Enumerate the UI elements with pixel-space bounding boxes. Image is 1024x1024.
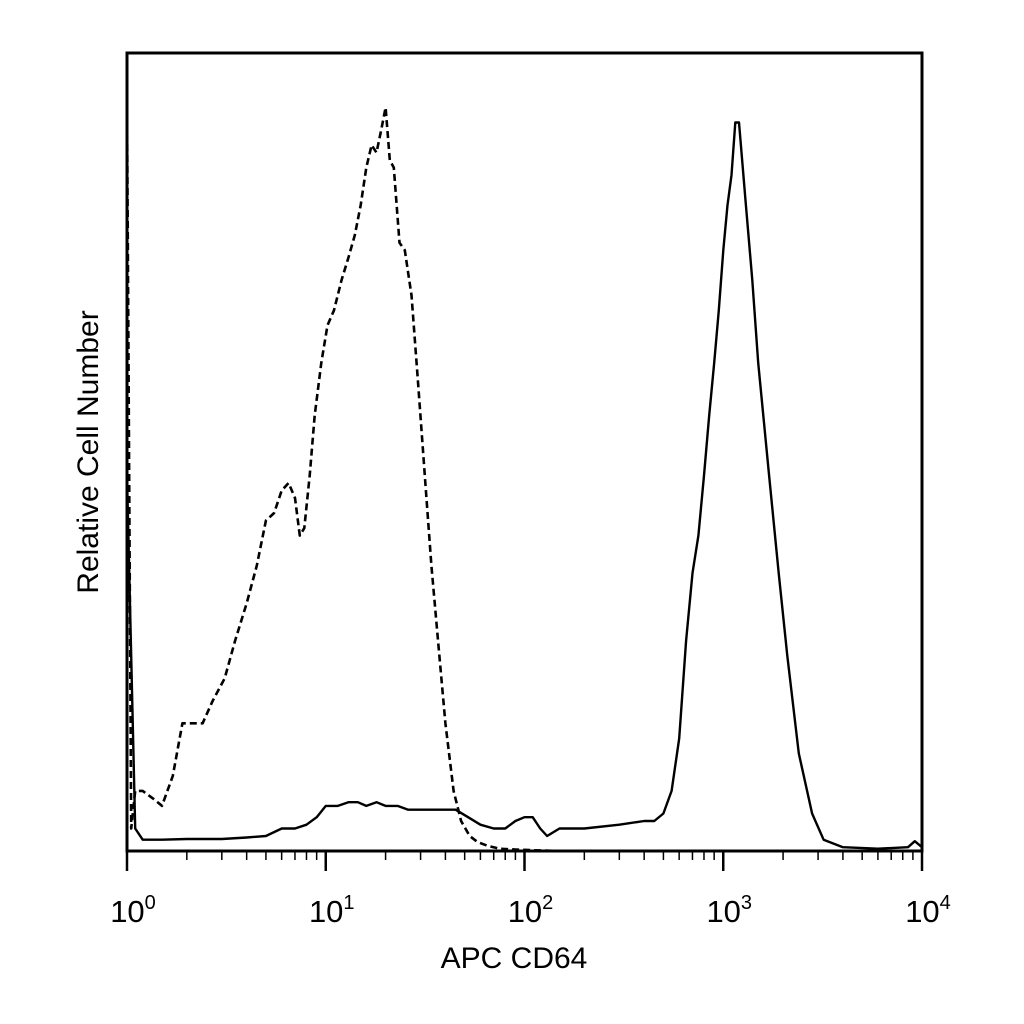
x-tick-label: 104 — [905, 892, 951, 929]
x-tick-label: 103 — [706, 892, 752, 929]
x-tick-label: 101 — [309, 892, 355, 929]
plot-frame — [125, 51, 924, 853]
x-axis-title: APC CD64 — [441, 942, 588, 975]
x-tick-label: 102 — [508, 892, 554, 929]
y-axis-title: Relative Cell Number — [72, 310, 105, 593]
series-line-solid — [125, 121, 923, 850]
x-axis-ticks: 100 101 102 103 104 — [110, 851, 951, 929]
x-tick-label: 100 — [110, 892, 156, 929]
series-layer — [125, 99, 923, 853]
series-line-dashed — [125, 99, 922, 853]
